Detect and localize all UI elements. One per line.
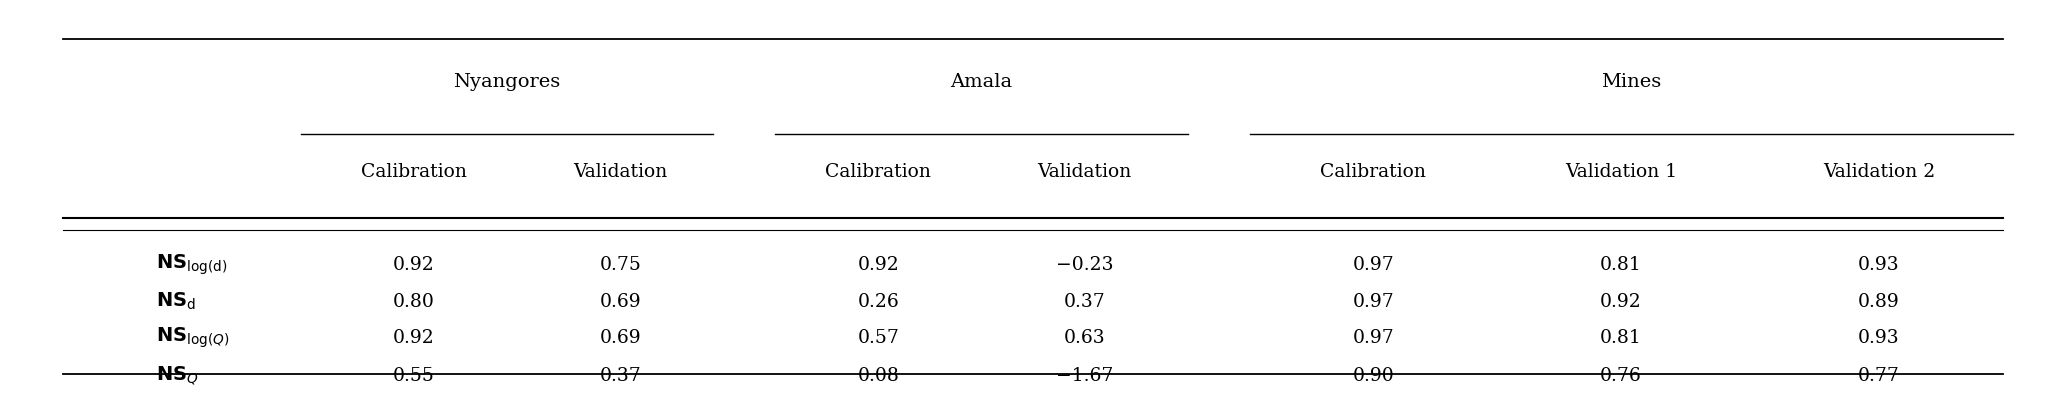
Text: Calibration: Calibration (824, 163, 932, 181)
Text: 0.93: 0.93 (1857, 329, 1901, 347)
Text: Calibration: Calibration (1320, 163, 1426, 181)
Text: 0.37: 0.37 (599, 367, 640, 385)
Text: Calibration: Calibration (362, 163, 467, 181)
Text: 0.92: 0.92 (857, 256, 899, 274)
Text: 0.97: 0.97 (1353, 329, 1395, 347)
Text: Validation: Validation (572, 163, 667, 181)
Text: 0.92: 0.92 (393, 256, 436, 274)
Text: $\mathbf{NS}_{\mathrm{log(}\mathit{Q}\mathrm{)}}$: $\mathbf{NS}_{\mathrm{log(}\mathit{Q}\ma… (157, 326, 229, 350)
Text: 0.89: 0.89 (1857, 292, 1901, 311)
Text: $\mathbf{NS}_{\mathit{Q}}$: $\mathbf{NS}_{\mathit{Q}}$ (157, 365, 198, 387)
Text: 0.76: 0.76 (1601, 367, 1642, 385)
Text: 0.57: 0.57 (857, 329, 899, 347)
Text: −1.67: −1.67 (1056, 367, 1114, 385)
Text: $\mathbf{NS}_{\mathrm{d}}$: $\mathbf{NS}_{\mathrm{d}}$ (157, 291, 196, 312)
Text: 0.63: 0.63 (1064, 329, 1105, 347)
Text: Validation 2: Validation 2 (1822, 163, 1936, 181)
Text: Mines: Mines (1601, 73, 1661, 91)
Text: 0.92: 0.92 (393, 329, 436, 347)
Text: $\mathbf{NS}_{\mathrm{log(d)}}$: $\mathbf{NS}_{\mathrm{log(d)}}$ (157, 253, 227, 278)
Text: 0.77: 0.77 (1857, 367, 1901, 385)
Text: −0.23: −0.23 (1056, 256, 1114, 274)
Text: 0.69: 0.69 (599, 292, 640, 311)
Text: 0.97: 0.97 (1353, 292, 1395, 311)
Text: 0.90: 0.90 (1353, 367, 1395, 385)
Text: 0.37: 0.37 (1064, 292, 1105, 311)
Text: Validation 1: Validation 1 (1564, 163, 1678, 181)
Text: 0.55: 0.55 (393, 367, 436, 385)
Text: Validation: Validation (1037, 163, 1132, 181)
Text: 0.92: 0.92 (1601, 292, 1642, 311)
Text: 0.93: 0.93 (1857, 256, 1901, 274)
Text: 0.75: 0.75 (599, 256, 640, 274)
Text: 0.81: 0.81 (1601, 329, 1642, 347)
Text: 0.81: 0.81 (1601, 256, 1642, 274)
Text: 0.08: 0.08 (857, 367, 899, 385)
Text: Amala: Amala (950, 73, 1012, 91)
Text: 0.80: 0.80 (393, 292, 436, 311)
Text: 0.97: 0.97 (1353, 256, 1395, 274)
Text: Nyangores: Nyangores (452, 73, 560, 91)
Text: 0.69: 0.69 (599, 329, 640, 347)
Text: 0.26: 0.26 (857, 292, 899, 311)
